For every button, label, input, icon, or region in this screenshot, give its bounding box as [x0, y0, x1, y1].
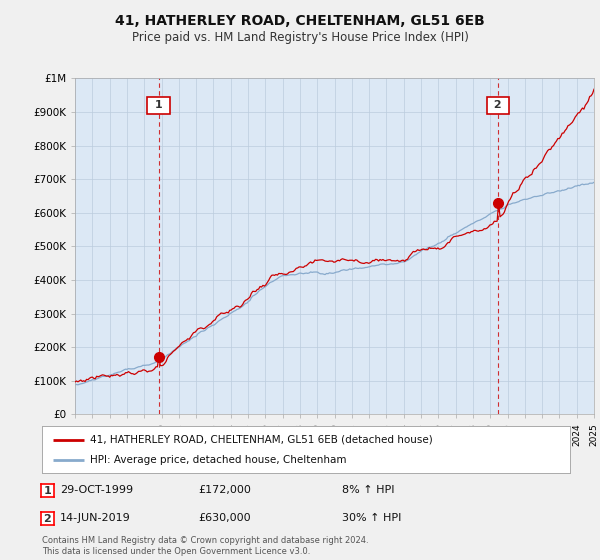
Text: Contains HM Land Registry data © Crown copyright and database right 2024.
This d: Contains HM Land Registry data © Crown c… — [42, 536, 368, 556]
Text: 1: 1 — [44, 486, 51, 496]
Text: £172,000: £172,000 — [198, 485, 251, 495]
Text: HPI: Average price, detached house, Cheltenham: HPI: Average price, detached house, Chel… — [89, 455, 346, 465]
Text: 14-JUN-2019: 14-JUN-2019 — [60, 513, 131, 523]
Text: £630,000: £630,000 — [198, 513, 251, 523]
Text: 1: 1 — [151, 100, 166, 110]
Text: 2: 2 — [490, 100, 506, 110]
Text: 29-OCT-1999: 29-OCT-1999 — [60, 485, 133, 495]
Text: Price paid vs. HM Land Registry's House Price Index (HPI): Price paid vs. HM Land Registry's House … — [131, 31, 469, 44]
Text: 30% ↑ HPI: 30% ↑ HPI — [342, 513, 401, 523]
Text: 2: 2 — [44, 514, 51, 524]
Text: 8% ↑ HPI: 8% ↑ HPI — [342, 485, 395, 495]
Text: 41, HATHERLEY ROAD, CHELTENHAM, GL51 6EB: 41, HATHERLEY ROAD, CHELTENHAM, GL51 6EB — [115, 14, 485, 28]
Text: 41, HATHERLEY ROAD, CHELTENHAM, GL51 6EB (detached house): 41, HATHERLEY ROAD, CHELTENHAM, GL51 6EB… — [89, 435, 432, 445]
